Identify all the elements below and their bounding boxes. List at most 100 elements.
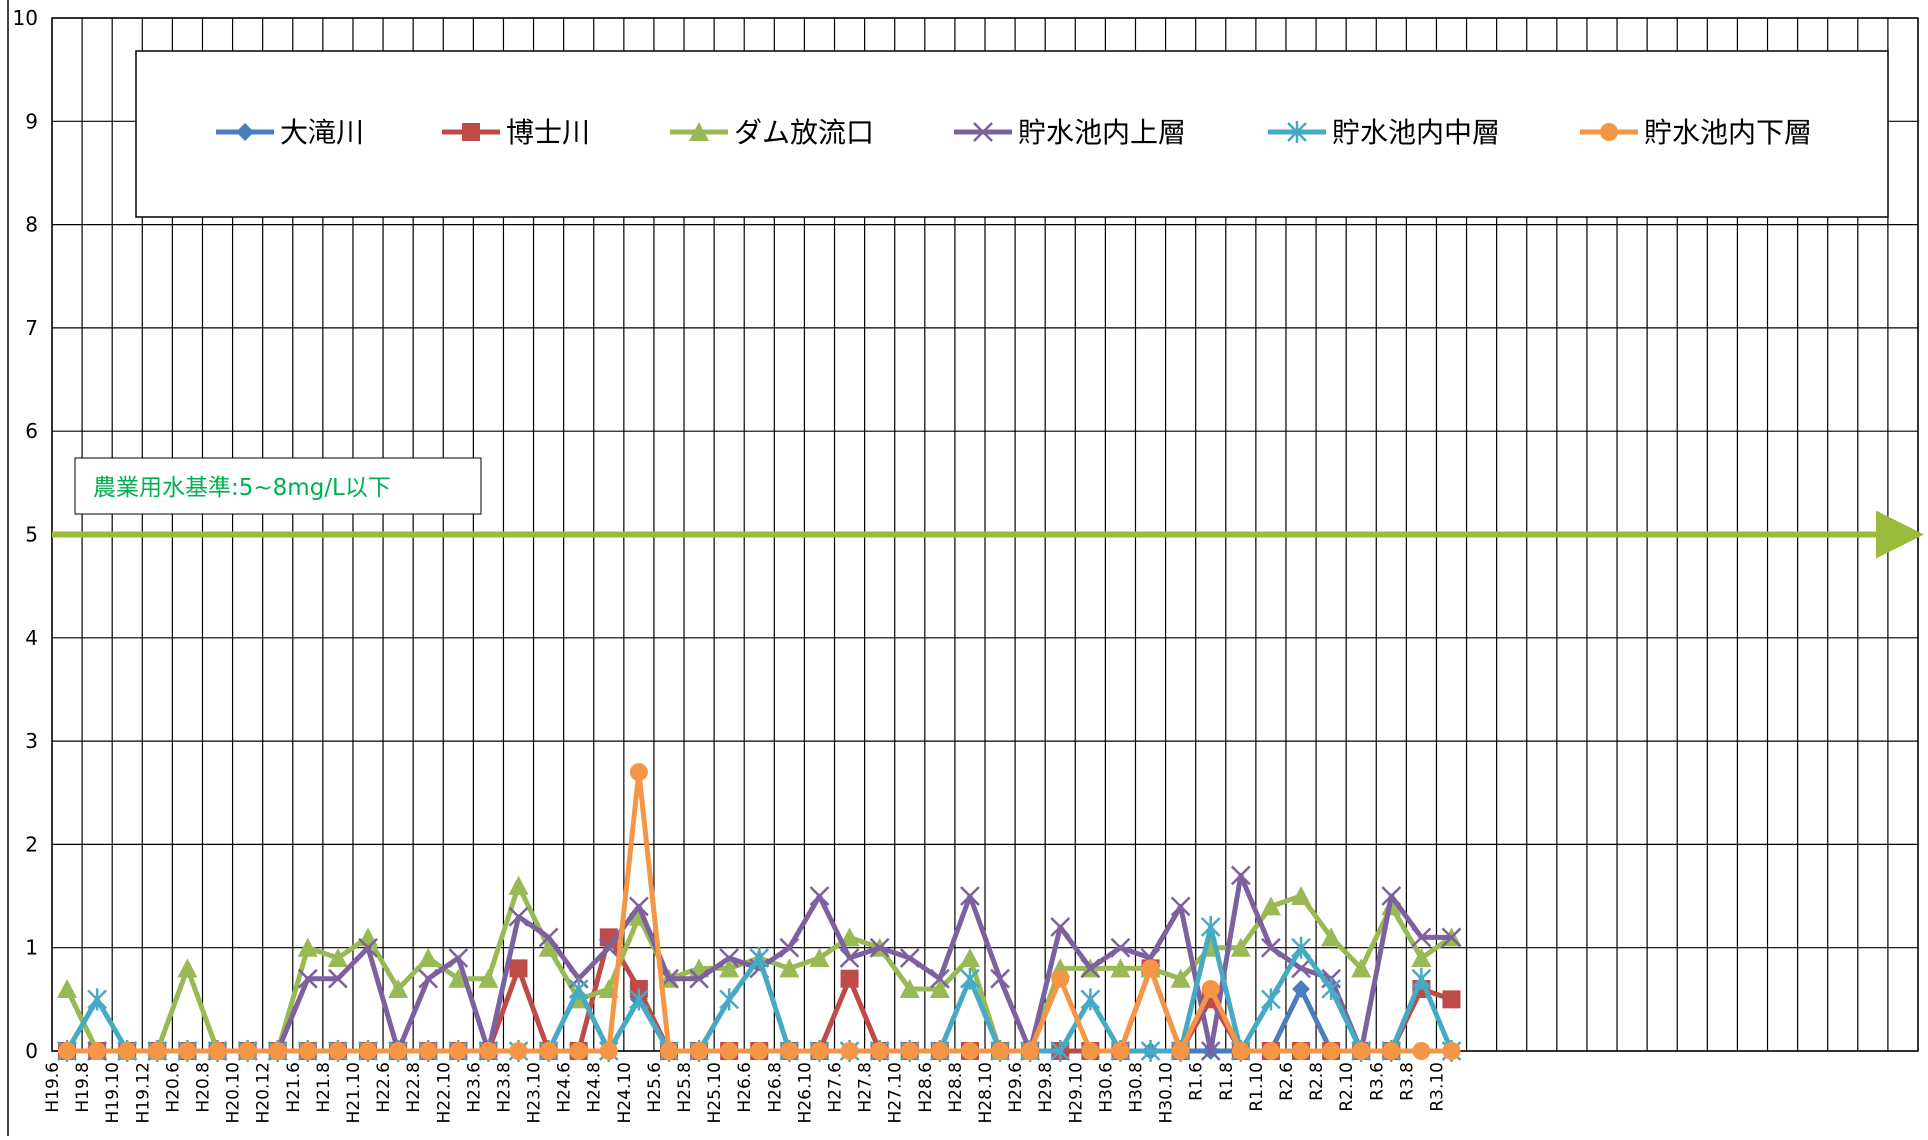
- y-tick-label: 5: [25, 523, 38, 547]
- data-point: [960, 886, 980, 906]
- data-point: [1352, 1042, 1371, 1060]
- data-point: [960, 1042, 979, 1060]
- x-tick-label: H19.12: [133, 1062, 153, 1123]
- data-point: [1111, 1042, 1130, 1060]
- data-point: [236, 123, 254, 141]
- axis-layer: 0 1 2 3 4 5 6 7 8 9 10 H19.6 H19.8 H19.10 H19.12 H20.6 H…: [13, 6, 1448, 1123]
- data-point: [297, 968, 318, 989]
- x-tick-label: H21.6: [284, 1062, 304, 1113]
- data-point: [448, 968, 469, 988]
- data-point: [719, 988, 740, 1011]
- data-point: [57, 979, 78, 999]
- y-tick-label: 2: [25, 832, 38, 856]
- data-point: [1170, 896, 1191, 917]
- data-point: [1411, 967, 1432, 990]
- x-tick-label: H22.8: [404, 1062, 424, 1113]
- data-point: [388, 979, 409, 999]
- data-point: [779, 958, 800, 978]
- data-point: [1050, 917, 1071, 937]
- data-point: [690, 1042, 709, 1060]
- data-point: [1230, 937, 1251, 957]
- data-point: [629, 988, 649, 1011]
- x-tick-label: H22.10: [434, 1062, 454, 1123]
- data-point: [869, 937, 890, 958]
- data-point: [780, 1042, 799, 1060]
- y-tick-label: 7: [25, 316, 38, 340]
- data-point: [899, 948, 920, 968]
- x-tick-label: H28.8: [946, 1062, 966, 1113]
- data-point: [809, 886, 830, 906]
- data-point: [509, 1042, 528, 1060]
- data-point: [1080, 988, 1101, 1011]
- data-point: [900, 1042, 919, 1060]
- data-point: [1261, 1042, 1280, 1060]
- data-point: [1080, 958, 1101, 979]
- y-tick-label: 1: [25, 936, 38, 960]
- data-point: [960, 967, 980, 990]
- data-point: [1351, 958, 1372, 978]
- data-point: [1261, 937, 1281, 958]
- x-tick-label: H24.8: [585, 1062, 605, 1113]
- data-point: [809, 948, 830, 968]
- reference-label-box: [74, 457, 482, 515]
- x-tick-label: R3.8: [1397, 1062, 1417, 1101]
- x-tick-label: H25.10: [705, 1062, 725, 1123]
- x-tick-label: H21.8: [314, 1062, 334, 1113]
- data-point: [358, 927, 379, 947]
- data-point: [568, 978, 589, 1001]
- legend-item: 大滝川: [216, 116, 364, 149]
- x-tick-label: H19.10: [103, 1062, 123, 1123]
- data-point: [462, 123, 480, 141]
- data-point: [478, 968, 499, 988]
- data-point: [328, 968, 348, 989]
- legend-label: 博士川: [506, 116, 590, 149]
- data-point: [1231, 1042, 1250, 1060]
- data-point: [178, 1042, 197, 1060]
- data-point: [268, 1042, 287, 1060]
- data-point: [1411, 948, 1432, 968]
- y-tick-label: 3: [25, 729, 38, 753]
- x-tick-label: H20.12: [254, 1062, 274, 1123]
- data-point: [719, 948, 740, 968]
- legend-label: 貯水池内下層: [1644, 116, 1812, 149]
- data-point: [358, 937, 378, 958]
- data-point: [1441, 927, 1462, 948]
- data-point: [418, 948, 439, 968]
- x-tick-label: R3.6: [1367, 1062, 1387, 1101]
- data-point: [539, 1042, 558, 1060]
- data-point: [1110, 937, 1131, 958]
- data-point: [88, 1042, 107, 1060]
- data-point: [238, 1042, 257, 1060]
- x-tick-label: R2.8: [1307, 1062, 1327, 1101]
- data-point: [1442, 1042, 1461, 1060]
- data-point: [508, 906, 529, 927]
- data-point: [929, 979, 950, 999]
- data-point: [418, 968, 439, 989]
- data-point: [298, 1042, 317, 1060]
- x-tick-label: H26.10: [795, 1062, 815, 1123]
- data-point: [87, 988, 108, 1011]
- data-point: [839, 927, 860, 947]
- data-point: [1051, 969, 1070, 988]
- data-point: [419, 1042, 438, 1060]
- data-point: [973, 122, 993, 142]
- legend-label: 貯水池内中層: [1332, 116, 1500, 149]
- legend-label: 貯水池内上層: [1018, 116, 1186, 149]
- data-point: [720, 1042, 739, 1060]
- data-point: [148, 1042, 167, 1060]
- legend-item: ダム放流口: [670, 116, 874, 149]
- data-point: [177, 958, 198, 978]
- reference-label: 農業用水基準:5~8mg/L以下: [93, 475, 391, 501]
- data-point: [1321, 927, 1342, 947]
- x-tick-label: H26.6: [735, 1062, 755, 1113]
- data-point: [1291, 936, 1311, 959]
- data-point: [1442, 990, 1461, 1009]
- data-point: [479, 1042, 498, 1060]
- data-point: [569, 1042, 588, 1060]
- data-point: [719, 958, 740, 978]
- data-point: [810, 1042, 829, 1060]
- x-tick-label: H23.10: [525, 1062, 545, 1123]
- data-point: [118, 1042, 137, 1060]
- data-point: [689, 122, 709, 141]
